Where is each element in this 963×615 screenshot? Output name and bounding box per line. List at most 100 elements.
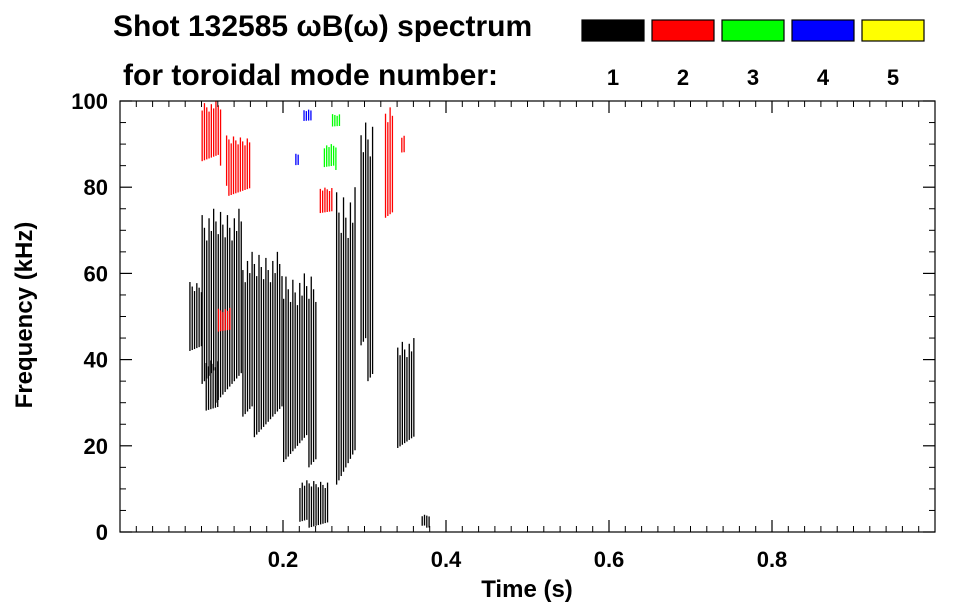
- mode-1-region: [360, 122, 374, 382]
- mode-1-stripe: [208, 218, 210, 376]
- mode-1-stripe: [287, 289, 289, 457]
- mode-2-stripe: [229, 307, 231, 330]
- mode-4-stripe: [295, 153, 297, 166]
- mode-1-stripe: [229, 227, 231, 387]
- mode-1-stripe: [222, 224, 224, 395]
- mode-1-stripe: [244, 282, 246, 415]
- mode-1-stripe: [303, 485, 306, 521]
- mode-1-stripe: [191, 286, 193, 351]
- mode-1-stripe: [326, 482, 329, 523]
- mode-1-stripe: [299, 282, 301, 444]
- mode-1-stripe: [362, 152, 365, 342]
- mode-2-stripe: [206, 107, 208, 160]
- mode-1-stripe: [360, 135, 362, 346]
- mode-2-stripe: [239, 137, 242, 192]
- mode-1-stripe: [338, 212, 340, 481]
- mode-1-stripe: [265, 257, 267, 425]
- mode-1-stripe: [193, 291, 196, 350]
- mode-3-stripe: [328, 147, 330, 167]
- mode-1-stripe: [260, 267, 262, 430]
- mode-2-stripe: [215, 101, 217, 156]
- mode-1-stripe: [201, 215, 203, 384]
- mode-2-region: [225, 135, 251, 196]
- mode-2-stripe: [326, 189, 328, 212]
- mode-2-stripe: [227, 310, 229, 331]
- legend: 1 2 3 4 5: [581, 19, 925, 90]
- mode-1-stripe: [299, 488, 301, 522]
- mode-1-stripe: [306, 286, 308, 436]
- mode-1-stripe: [198, 287, 200, 348]
- mode-1-stripe: [369, 156, 371, 378]
- mode-1-stripe: [203, 227, 206, 382]
- mode-2-stripe: [203, 103, 206, 161]
- y-tick-label: 0: [96, 520, 108, 545]
- mode-2-region: [319, 187, 333, 214]
- mode-1-stripe: [205, 362, 207, 411]
- y-tick-label: 80: [84, 175, 108, 200]
- mode-2-stripe: [228, 139, 230, 196]
- y-axis-label: Frequency (kHz): [11, 222, 38, 409]
- mode-1-stripe: [249, 273, 251, 409]
- mode-2-stripe: [222, 312, 224, 331]
- mode-1-stripe: [279, 263, 281, 409]
- mode-2-stripe: [246, 138, 248, 190]
- mode-4-region: [303, 109, 312, 121]
- mode-2-stripe: [210, 104, 212, 158]
- mode-1-stripe: [428, 516, 430, 528]
- mode-2-stripe: [225, 135, 228, 186]
- mode-1-stripe: [352, 222, 354, 455]
- mode-1-stripe: [276, 251, 279, 412]
- mode-2-stripe: [403, 135, 405, 153]
- mode-1-stripe: [421, 516, 423, 526]
- mode-1-stripe: [294, 292, 296, 449]
- mode-1-stripe: [281, 276, 283, 407]
- mode-2-stripe: [237, 144, 239, 193]
- mode-1-stripe: [226, 215, 229, 390]
- spectrum-data: [189, 101, 430, 528]
- mode-2-stripe: [331, 188, 333, 212]
- mode-3-stripe: [338, 114, 341, 126]
- mode-3-stripe: [326, 145, 328, 167]
- mode-1-stripe: [306, 480, 308, 520]
- mode-1-stripe: [408, 343, 410, 440]
- mode-1-region: [201, 208, 242, 403]
- legend-swatch-mode-5: [861, 19, 925, 42]
- mode-1-stripe: [213, 208, 215, 371]
- mode-1-stripe: [426, 515, 428, 528]
- legend-label-mode-5: 5: [887, 65, 899, 90]
- mode-1-stripe: [401, 341, 403, 445]
- legend-label-mode-4: 4: [817, 65, 830, 90]
- mode-2-stripe: [201, 110, 203, 162]
- mode-1-stripe: [267, 270, 269, 422]
- mode-1-stripe: [410, 351, 413, 439]
- mode-1-region: [335, 187, 356, 485]
- mode-2-stripe: [217, 308, 220, 332]
- mode-1-stripe: [285, 276, 287, 460]
- mode-1-stripe: [413, 338, 415, 437]
- mode-1-stripe: [342, 197, 345, 472]
- mode-2-region: [217, 307, 231, 332]
- mode-1-stripe: [262, 279, 265, 427]
- y-tick-label: 100: [71, 89, 108, 114]
- mode-2-stripe: [391, 115, 394, 213]
- y-tick-label: 20: [84, 434, 108, 459]
- mode-1-stripe: [242, 270, 244, 417]
- mode-1-stripe: [207, 366, 210, 410]
- mode-2-stripe: [244, 145, 246, 190]
- mode-1-stripe: [397, 347, 399, 448]
- mode-1-stripe: [215, 221, 217, 403]
- mode-1-stripe: [253, 263, 256, 438]
- mode-2-stripe: [401, 137, 403, 153]
- mode-1-stripe: [301, 482, 303, 522]
- legend-swatch-mode-3: [721, 19, 785, 42]
- legend-label-mode-1: 1: [607, 65, 619, 90]
- mode-1-stripe: [251, 251, 253, 407]
- mode-4-stripe: [305, 111, 307, 121]
- mode-1-stripe: [200, 292, 203, 347]
- mode-2-stripe: [389, 107, 391, 215]
- mode-1-stripe: [347, 237, 349, 464]
- legend-swatch-mode-4: [791, 19, 855, 42]
- mode-1-stripe: [315, 301, 317, 460]
- mode-2-stripe: [242, 141, 244, 191]
- mode-3-stripe: [334, 114, 336, 127]
